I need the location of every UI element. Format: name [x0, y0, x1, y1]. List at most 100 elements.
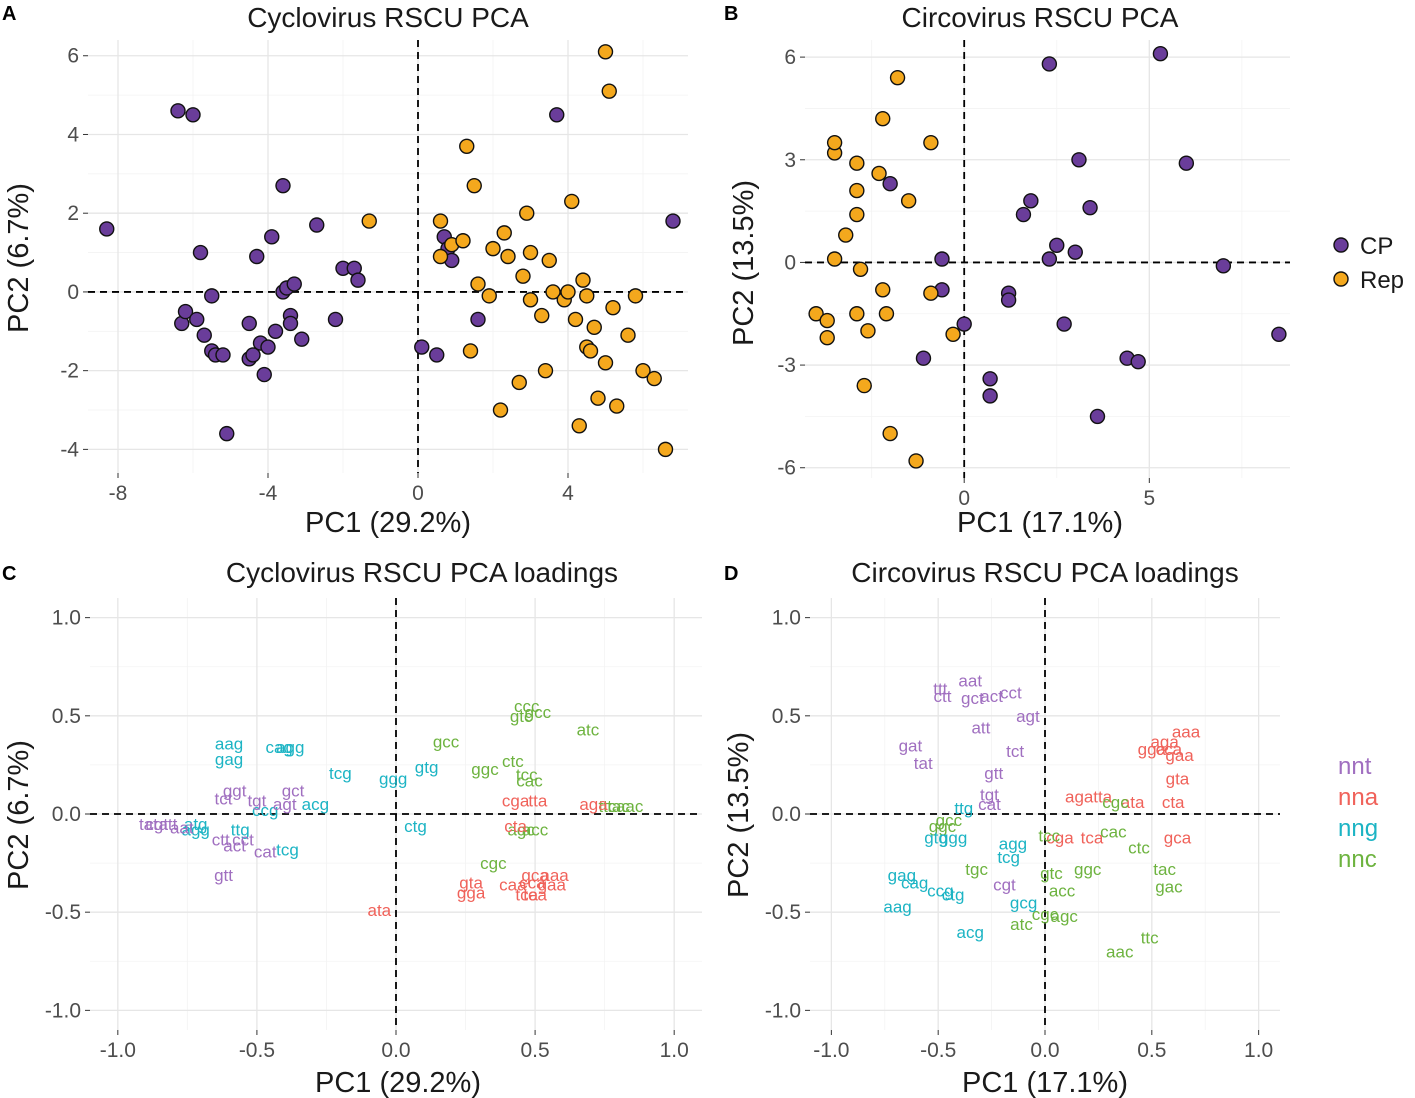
- panel-c-y-tick-label: -1.0: [45, 999, 81, 1022]
- panel-c-codon-label: ttg: [231, 821, 250, 840]
- legend-group-nng: nng: [1338, 815, 1378, 842]
- panel-b-point-rep: [875, 282, 891, 298]
- panel-c-title: Cyclovirus RSCU PCA loadings: [226, 557, 618, 588]
- panel-a-point-rep: [590, 390, 606, 406]
- panel-a-point-rep: [582, 343, 599, 359]
- panel-a-point-cp: [294, 331, 310, 347]
- panel-d-codon-label: ttg: [954, 799, 973, 818]
- panel-d-codon-label: aat: [958, 671, 982, 690]
- panel-a-y-tick-label: -4: [60, 438, 79, 461]
- panel-c-codon-label: gct: [282, 781, 305, 800]
- panel-a-point-cp: [185, 107, 201, 123]
- panel-a-point-rep: [470, 276, 486, 292]
- panel-c-codon-label: agg: [276, 738, 304, 757]
- panel-a-x-tick-label: -8: [109, 482, 128, 505]
- panel-c-codon-label: atg: [184, 815, 208, 834]
- panel-a-point-cp: [267, 323, 284, 339]
- panel-b-point-cp: [982, 388, 998, 404]
- panel-b-point-cp: [1015, 206, 1032, 223]
- legend-group-nnc: nnc: [1338, 846, 1377, 873]
- panel-a-point-cp: [177, 303, 194, 320]
- panel-d-x-tick-label: -0.5: [920, 1039, 956, 1062]
- panel-c-y-tick-label: -0.5: [45, 901, 81, 924]
- panel-a-point-cp: [260, 339, 276, 355]
- legend-group-nnt: nnt: [1338, 753, 1372, 780]
- panel-b-point-rep: [849, 206, 865, 223]
- panel-c-codon-label: ata: [367, 901, 391, 920]
- panel-letter-a: A: [2, 3, 16, 25]
- panel-d-codon-label: cgc: [1102, 793, 1129, 812]
- panel-a-point-rep: [609, 398, 625, 414]
- panel-d-y-tick-label: -1.0: [765, 999, 801, 1022]
- panel-b-point-rep: [900, 193, 917, 209]
- panel-d-codon-label: cca: [1156, 740, 1183, 759]
- panel-c-codon-label: cga: [502, 791, 530, 810]
- panel-b-point-rep: [882, 425, 898, 442]
- panel-c-codon-label: gta: [459, 874, 483, 893]
- panel-b-point-cp: [1152, 45, 1169, 62]
- panel-c-codon-label: cag: [265, 738, 292, 757]
- panel-c-codon-label: cat: [254, 842, 277, 861]
- panel-a-point-rep: [455, 233, 471, 249]
- panel-a-point-cp: [204, 288, 220, 304]
- panel-c-codon-label: gtg: [415, 758, 439, 777]
- panel-c-codon-label: cgc: [480, 854, 507, 873]
- panel-a-point-rep: [492, 402, 509, 418]
- panel-c-codon-label: aac: [616, 797, 644, 816]
- panel-d-codon-label: gat: [899, 736, 923, 755]
- panel-a-point-rep: [522, 244, 539, 261]
- panel-d-y-tick-label: 0.0: [772, 803, 801, 826]
- panel-a-y-tick-label: 6: [67, 45, 79, 68]
- panel-letter-b: B: [724, 3, 738, 25]
- panel-a-point-rep: [432, 248, 449, 265]
- panel-a-point-cp: [309, 217, 325, 233]
- panel-d-codon-label: gca: [1164, 829, 1192, 848]
- panel-b-point-cp: [1000, 292, 1017, 308]
- panel-c-codon-label: att: [158, 815, 177, 834]
- panel-b-point-cp: [1067, 244, 1083, 260]
- panel-c-codon-label: tcc: [516, 766, 538, 785]
- panel-d-codon-label: aga: [1150, 732, 1179, 751]
- panel-a-point-rep: [500, 248, 516, 265]
- panel-d-codon-label: cga: [1046, 829, 1074, 848]
- panel-d-codon-label: tgt: [980, 785, 999, 804]
- panel-d-codon-label: tcg: [997, 848, 1020, 867]
- panel-d-codon-label: tac: [1153, 860, 1176, 879]
- panel-a-point-cp: [219, 425, 235, 442]
- panel-a-point-cp: [350, 272, 366, 288]
- panel-d-codon-label: atc: [1010, 915, 1033, 934]
- panel-d-y-tick-label: 0.5: [772, 705, 801, 728]
- panel-b-point-rep: [849, 182, 865, 199]
- panel-a-x-tick-label: -4: [259, 482, 278, 505]
- panel-c-codon-label: cac: [516, 772, 543, 791]
- panel-c-plot-area: -1.0 -0.5 0.0 0.5 1.0-1.0-0.50.00.51.0cccgcc…: [45, 598, 702, 1062]
- panel-d-codon-label: cta: [1162, 793, 1185, 812]
- panel-a-point-rep: [496, 225, 512, 241]
- panel-b-point-cp: [1049, 237, 1065, 254]
- panel-a-point-cp: [282, 315, 299, 332]
- panel-d-codon-label: agg: [999, 834, 1027, 853]
- panel-c-codon-label: tea: [523, 886, 547, 905]
- panel-d-x-tick-label: 0.5: [1137, 1039, 1166, 1062]
- panel-d-y-axis-title: PC2 (13.5%): [723, 732, 755, 898]
- panel-c-codon-label: gca: [521, 866, 549, 885]
- panel-b-point-cp: [1130, 353, 1146, 370]
- panel-b-point-rep: [838, 227, 854, 243]
- panel-c-y-tick-label: 0.5: [52, 705, 81, 728]
- panel-c-y-axis-title: PC2 (6.7%): [3, 740, 35, 890]
- panel-a-point-cp: [264, 229, 280, 245]
- panel-c: C Cyclovirus RSCU PCA loadings PC1 (29.2…: [2, 557, 702, 1098]
- panel-a-x-tick-label: 4: [562, 482, 574, 505]
- panel-b-point-rep: [945, 326, 961, 342]
- panel-c-codon-label: cta: [504, 817, 527, 836]
- panel-c-codon-label: ccc: [514, 697, 540, 716]
- panel-b-point-cp: [1023, 193, 1039, 209]
- panel-d-codon-label: act: [980, 687, 1003, 706]
- panel-a-y-axis-title: PC2 (6.7%): [3, 183, 35, 333]
- panel-b-y-tick-label: 3: [784, 149, 796, 172]
- panel-c-codon-label: ggg: [379, 770, 407, 789]
- panel-c-x-tick-label: 1.0: [660, 1039, 689, 1062]
- panel-d-codon-label: cgt: [993, 876, 1016, 895]
- panel-c-x-tick-label: -1.0: [100, 1039, 136, 1062]
